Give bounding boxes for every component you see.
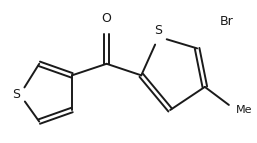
Text: O: O xyxy=(102,12,112,25)
Text: S: S xyxy=(155,24,163,37)
Text: S: S xyxy=(12,88,20,101)
Text: Me: Me xyxy=(236,105,252,115)
Text: Br: Br xyxy=(220,15,234,28)
